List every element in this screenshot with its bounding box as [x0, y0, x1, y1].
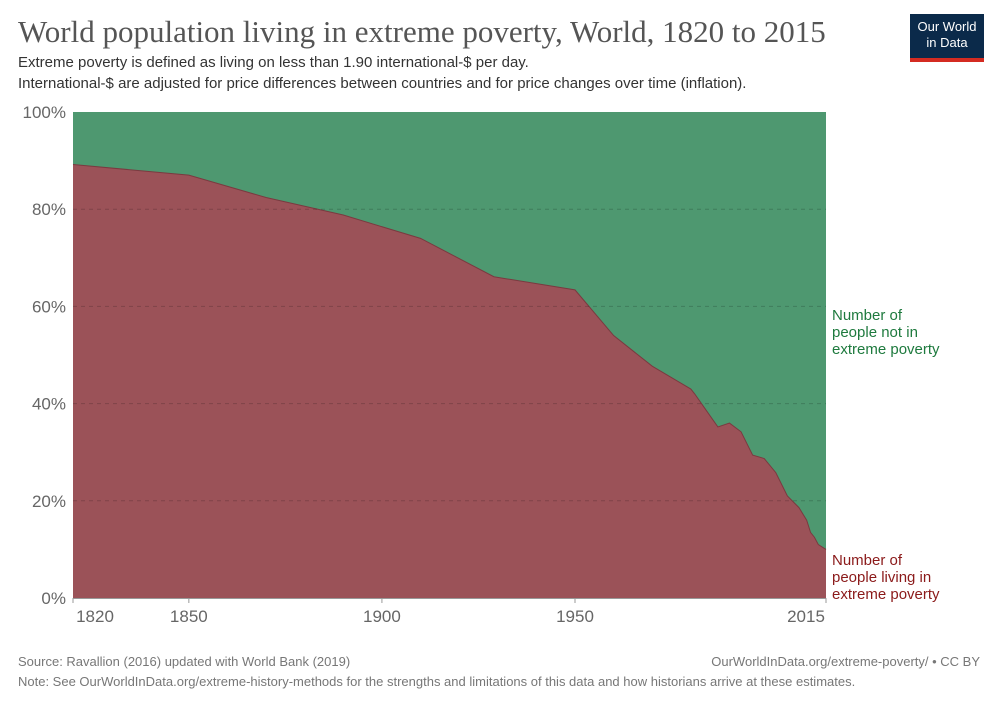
logo-line1: Our World [917, 19, 977, 34]
owid-logo[interactable]: Our World in Data [910, 14, 984, 62]
logo-line2: in Data [926, 35, 968, 50]
x-tick-label: 1820 [76, 607, 114, 626]
chart-title: World population living in extreme pover… [18, 14, 826, 49]
series-label-in-poverty: people living in [832, 569, 931, 586]
chart-subtitle-line1: Extreme poverty is defined as living on … [18, 54, 529, 71]
license-link[interactable]: OurWorldInData.org/extreme-poverty/ • CC… [711, 654, 980, 669]
y-tick-label: 40% [32, 395, 66, 414]
series-boundary-line [72, 163, 827, 550]
y-tick-label: 20% [32, 492, 66, 511]
x-tick-label: 1950 [556, 607, 594, 626]
series-label-not-in-poverty: Number of [832, 307, 903, 324]
y-tick-label: 80% [32, 200, 66, 219]
note-text: Note: See OurWorldInData.org/extreme-his… [18, 674, 856, 689]
y-tick-label: 60% [32, 297, 66, 316]
y-tick-label: 100% [23, 103, 66, 122]
x-tick-label: 1850 [170, 607, 208, 626]
chart-subtitle-line2: International-$ are adjusted for price d… [18, 75, 747, 92]
area-in-poverty [73, 164, 826, 598]
poverty-area-chart: 0% 20% 40% 60% 80% 100% 1820 1850 1900 1950 2015 Nu… [23, 103, 941, 626]
series-label-not-in-poverty: people not in [832, 324, 918, 341]
series-label-in-poverty: Number of [832, 552, 903, 569]
source-text: Source: Ravallion (2016) updated with Wo… [18, 654, 351, 669]
x-tick-label: 2015 [787, 607, 825, 626]
area-not-in-poverty [73, 112, 826, 550]
series-label-not-in-poverty: extreme poverty [832, 341, 940, 358]
x-tick-label: 1900 [363, 607, 401, 626]
y-tick-label: 0% [41, 589, 66, 608]
series-label-in-poverty: extreme poverty [832, 586, 940, 603]
